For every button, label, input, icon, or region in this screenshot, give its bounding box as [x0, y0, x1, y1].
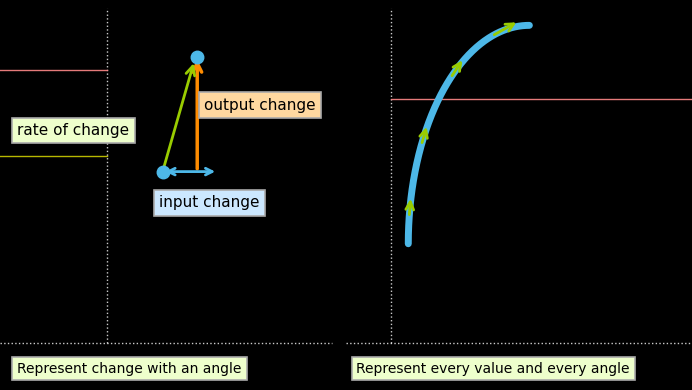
Text: Represent change with an angle: Represent change with an angle — [17, 362, 242, 376]
Text: Represent every value and every angle: Represent every value and every angle — [356, 362, 630, 376]
Text: input change: input change — [159, 195, 260, 210]
Text: output change: output change — [204, 98, 316, 113]
Text: rate of change: rate of change — [17, 123, 129, 138]
